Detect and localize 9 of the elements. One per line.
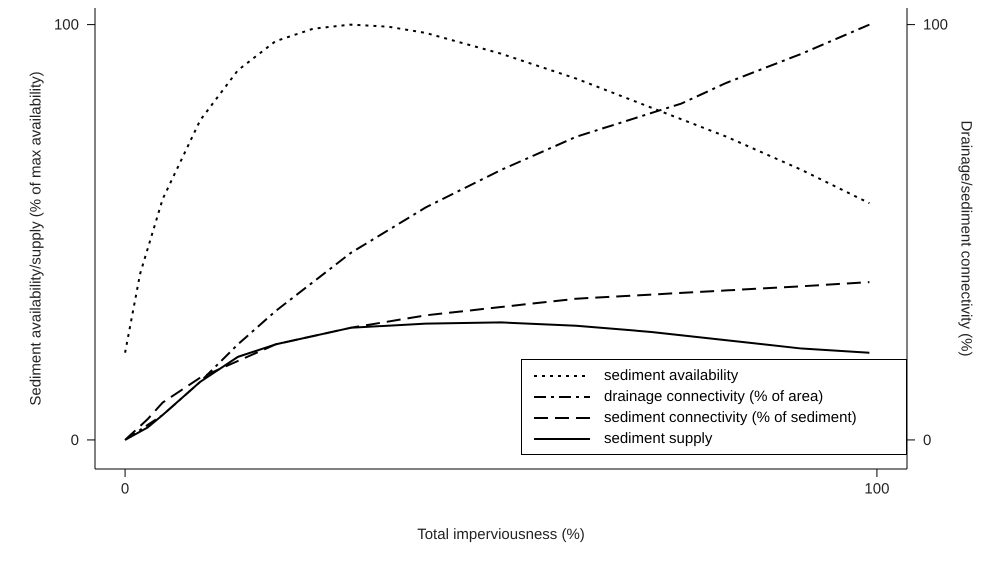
y2-axis-title: Drainage/sediment connectivity (%) [958,120,975,356]
x-axis-title: Total imperviousness (%) [417,526,585,543]
y-axis-title: Sediment availability/supply (% of max availability) [27,71,44,406]
legend-label: sediment connectivity (% of sediment) [604,409,857,426]
y2-tick-label: 0 [923,432,932,449]
y2-tick-label: 100 [923,16,948,34]
legend-label: sediment supply [604,430,712,447]
legend-label: drainage connectivity (% of area) [604,388,824,405]
legend-label: sediment availability [604,367,738,384]
